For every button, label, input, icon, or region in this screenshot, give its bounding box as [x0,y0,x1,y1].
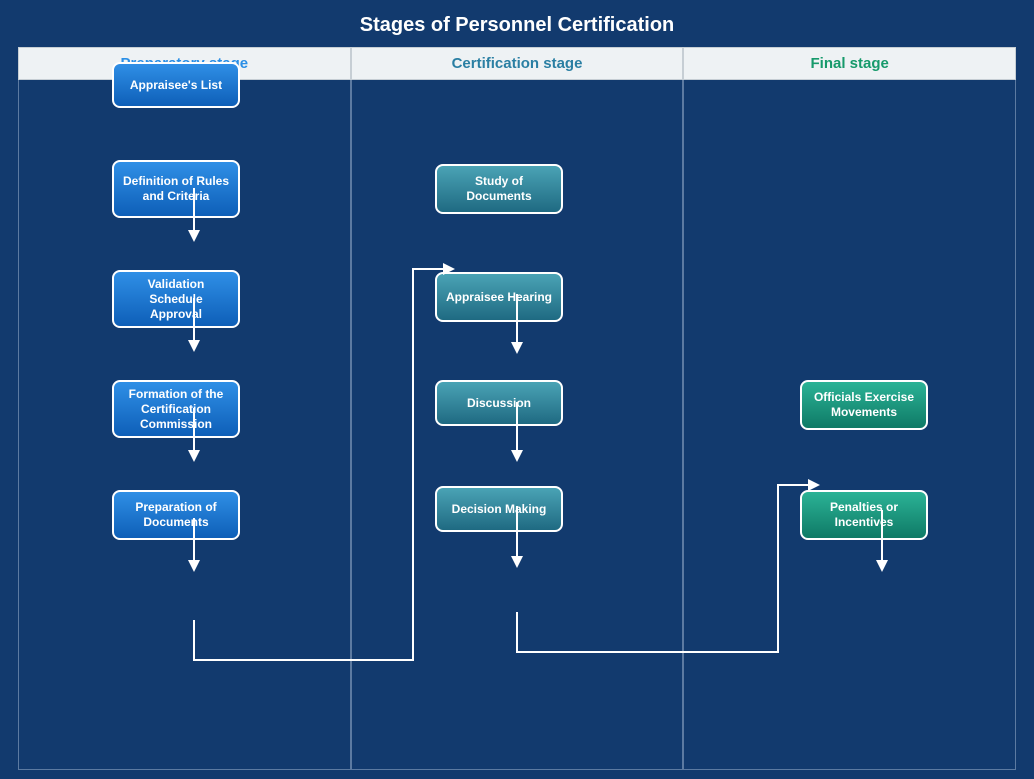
lane-header-final: Final stage [683,47,1016,80]
flow-node-n10: Officials Exercise Movements [800,380,928,430]
diagram-title: Stages of Personnel Certification [0,0,1034,47]
flow-node-n6: Study of Documents [435,164,563,214]
lanes-body: Appraisee's ListDefinition of Rules and … [18,80,1016,770]
flow-node-n5: Preparation of Documents [112,490,240,540]
flow-node-n9: Decision Making [435,486,563,532]
flow-node-n2: Definition of Rules and Criteria [112,160,240,218]
flow-node-n4: Formation of the Certification Commissio… [112,380,240,438]
lane-header-certification: Certification stage [351,47,684,80]
flow-node-n7: Appraisee Hearing [435,272,563,322]
flow-node-n3: Validation Schedule Approval [112,270,240,328]
flow-node-n11: Penalties or Incentives [800,490,928,540]
flow-node-n8: Discussion [435,380,563,426]
flow-node-n1: Appraisee's List [112,62,240,108]
